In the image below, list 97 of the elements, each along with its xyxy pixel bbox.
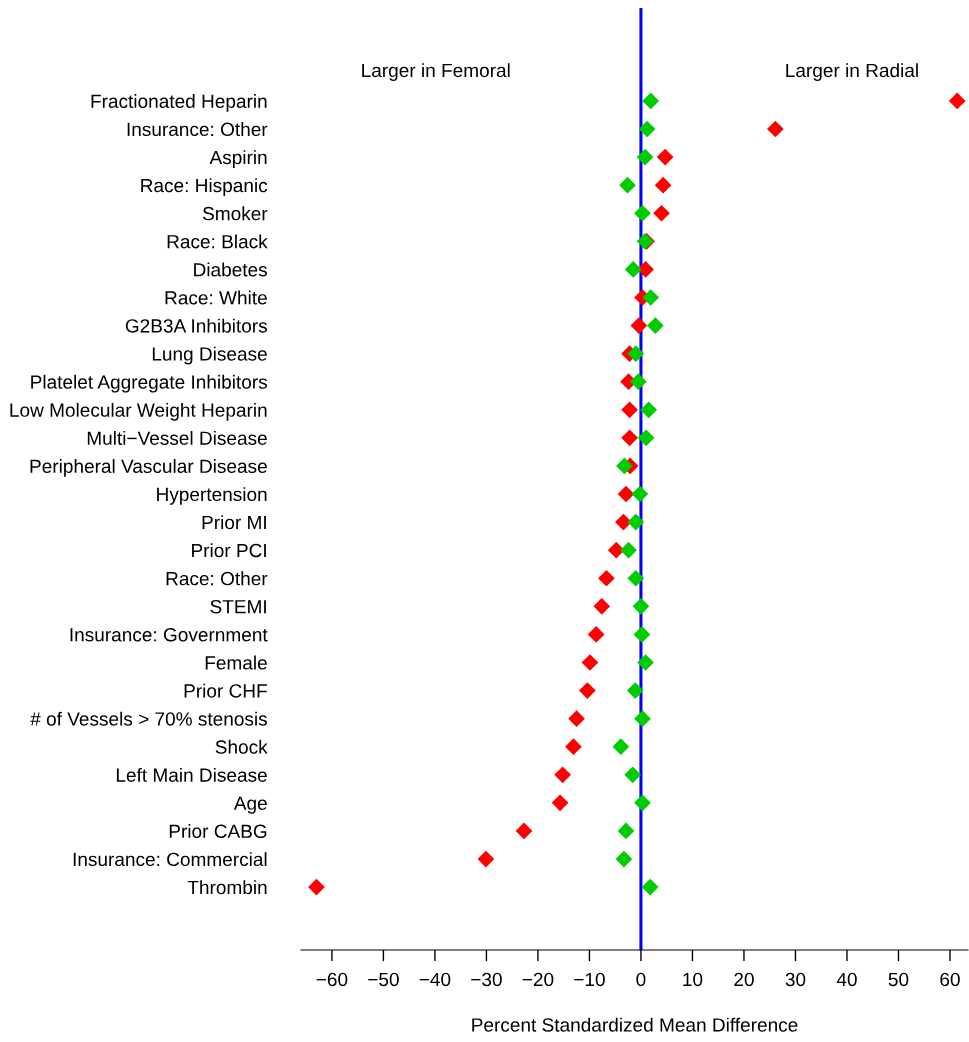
x-tick-label: −30 <box>471 972 502 987</box>
y-tick-label: # of Vessels > 70% stenosis <box>30 711 267 726</box>
y-tick-label: G2B3A Inhibitors <box>125 318 267 333</box>
point <box>593 597 611 615</box>
point <box>587 626 605 643</box>
x-axis-title: Percent Standardized Mean Difference <box>472 1017 798 1032</box>
point <box>579 682 596 699</box>
point <box>653 204 670 222</box>
point <box>626 682 644 699</box>
y-tick-label: Prior CABG <box>169 824 267 839</box>
point <box>633 626 651 643</box>
point <box>607 541 625 559</box>
point <box>637 429 655 447</box>
y-tick-label: Thrombin <box>187 880 267 895</box>
x-tick-label: 10 <box>683 972 703 987</box>
point <box>616 457 633 475</box>
point <box>620 541 637 559</box>
y-tick-label: Low Molecular Weight Heparin <box>10 402 267 421</box>
point <box>640 401 658 419</box>
y-tick-label: Insurance: Government <box>70 628 268 642</box>
x-tick-label: −20 <box>522 972 554 987</box>
point <box>641 878 659 896</box>
x-tick-label: −40 <box>419 972 451 987</box>
point <box>568 710 585 727</box>
x-tick-label: 20 <box>734 972 754 987</box>
point <box>656 148 674 166</box>
point <box>642 289 660 306</box>
y-tick-label: Lung Disease <box>152 346 267 365</box>
y-tick-label: Prior CHF <box>184 683 267 698</box>
point <box>634 794 651 812</box>
point <box>642 92 660 110</box>
point <box>515 822 533 840</box>
point <box>554 766 571 784</box>
y-tick-label: STEMI <box>210 599 266 614</box>
y-tick-label: Platelet Aggregate Inhibitors <box>31 374 267 393</box>
text: Larger in Femoral <box>362 63 510 81</box>
y-tick-label: Prior PCI <box>192 543 266 558</box>
point <box>615 850 633 868</box>
y-tick-label: Aspirin <box>209 150 267 168</box>
point <box>632 597 650 615</box>
point <box>634 710 651 727</box>
text: Larger in Radial <box>786 63 918 81</box>
point <box>565 738 582 756</box>
y-tick-label: Multi−Vessel Disease <box>87 430 267 445</box>
y-tick-label: Peripheral Vascular Disease <box>30 459 267 477</box>
point <box>621 401 638 419</box>
y-tick-label: Diabetes <box>194 262 267 277</box>
point <box>615 513 632 531</box>
point <box>630 317 648 334</box>
point <box>637 261 654 278</box>
point <box>612 738 630 756</box>
y-tick-label: Insurance: Other <box>127 122 268 137</box>
y-tick-label: Prior MI <box>202 515 266 530</box>
point <box>581 654 599 671</box>
y-tick-label: Hypertension <box>157 487 267 505</box>
y-tick-label: Insurance: Commercial <box>73 852 267 867</box>
x-tick-label: 0 <box>636 972 646 987</box>
x-tick-label: 60 <box>940 972 960 987</box>
point <box>636 148 654 166</box>
point <box>308 878 325 896</box>
point <box>767 120 784 138</box>
y-tick-label: Race: Hispanic <box>141 178 268 197</box>
point <box>621 429 638 447</box>
point <box>551 794 569 812</box>
y-tick-label: Race: Black <box>167 234 268 249</box>
point <box>627 345 645 362</box>
y-tick-label: Female <box>205 655 267 670</box>
x-tick-label: −60 <box>316 972 348 987</box>
point <box>617 485 635 503</box>
point <box>647 317 664 334</box>
x-tick-label: −10 <box>574 972 605 987</box>
y-tick-label: Race: White <box>165 290 267 305</box>
point <box>624 261 642 278</box>
point <box>630 373 647 391</box>
point <box>627 569 645 587</box>
y-tick-label: Shock <box>215 739 268 754</box>
y-tick-label: Left Main Disease <box>116 767 267 782</box>
y-tick-label: Age <box>233 796 267 814</box>
x-tick-label: 40 <box>836 972 857 987</box>
y-tick-label: Race: Other <box>166 571 268 586</box>
point <box>477 850 495 868</box>
point <box>598 569 615 587</box>
point <box>654 176 672 194</box>
point <box>948 92 966 110</box>
x-tick-label: 30 <box>785 972 806 987</box>
point <box>624 766 642 784</box>
point <box>619 176 636 194</box>
point <box>634 204 651 222</box>
point <box>637 654 654 671</box>
point <box>627 513 645 531</box>
y-tick-label: Smoker <box>202 206 268 221</box>
x-tick-label: 50 <box>888 972 909 987</box>
x-tick-label: −50 <box>368 972 399 987</box>
point <box>617 822 635 840</box>
point <box>631 485 649 503</box>
point <box>638 120 656 138</box>
y-tick-label: Fractionated Heparin <box>91 94 267 112</box>
